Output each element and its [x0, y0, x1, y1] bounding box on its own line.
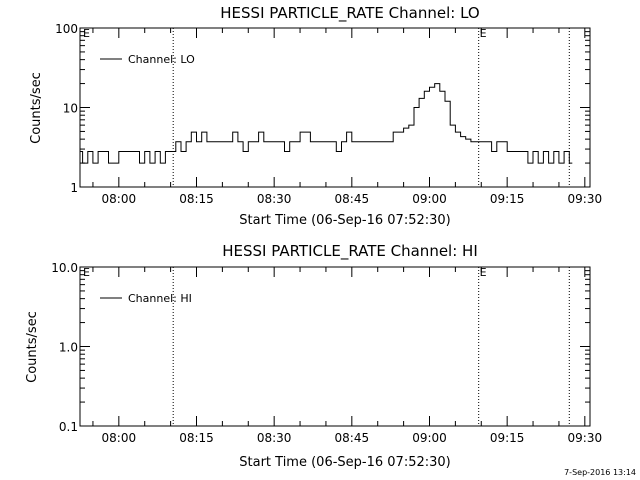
y-tick-label: 1: [70, 181, 78, 195]
y-tick-label: 0.1: [59, 420, 78, 434]
plot-frame: [79, 27, 591, 188]
x-tick-label: 09:30: [568, 192, 603, 206]
plot-frame: [79, 266, 591, 427]
x-tick-label: 09:00: [412, 431, 447, 445]
x-axis-title: Start Time (06-Sep-16 07:52:30): [239, 455, 450, 470]
corner-flag: E: [83, 266, 90, 279]
panel-lo: HESSI PARTICLE_RATE Channel: LO Start Ti…: [29, 4, 602, 228]
x-tick-label: 08:15: [179, 431, 214, 445]
flag-label: E: [480, 27, 487, 40]
y-tick-label: 1.0: [59, 341, 78, 355]
y-tick-label: 10: [63, 102, 78, 116]
series-line: [80, 83, 573, 164]
y-tick-label: 10.0: [51, 261, 78, 275]
y-axis-title: Counts/sec: [29, 72, 44, 144]
corner-flag: E: [83, 27, 90, 40]
x-tick-label: 09:30: [568, 431, 603, 445]
x-axis-title: Start Time (06-Sep-16 07:52:30): [239, 213, 450, 228]
panel-hi: HESSI PARTICLE_RATE Channel: HI Start Ti…: [25, 242, 602, 470]
y-axis-title: Counts/sec: [25, 311, 40, 383]
chart-title: HESSI PARTICLE_RATE Channel: HI: [222, 242, 478, 261]
footer-timestamp: 7-Sep-2016 13:14: [564, 468, 636, 477]
x-tick-label: 08:00: [102, 431, 137, 445]
x-tick-label: 08:00: [102, 192, 137, 206]
x-tick-label: 08:15: [179, 192, 214, 206]
x-tick-label: 08:45: [335, 192, 370, 206]
x-tick-label: 08:30: [257, 192, 292, 206]
y-tick-label: 100: [55, 22, 78, 36]
chart-title: HESSI PARTICLE_RATE Channel: LO: [220, 4, 479, 23]
legend-label: Channel: HI: [128, 292, 192, 305]
legend-label: Channel: LO: [128, 53, 195, 66]
x-tick-label: 09:00: [412, 192, 447, 206]
x-tick-label: 08:30: [257, 431, 292, 445]
x-tick-label: 09:15: [490, 431, 525, 445]
flag-label: E: [480, 266, 487, 279]
x-tick-label: 08:45: [335, 431, 370, 445]
x-tick-label: 09:15: [490, 192, 525, 206]
